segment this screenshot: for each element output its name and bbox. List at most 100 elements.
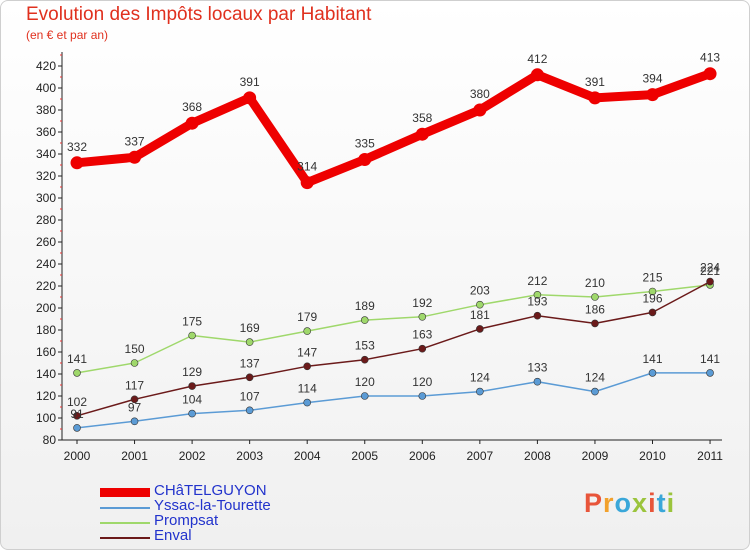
- data-point: [415, 127, 429, 141]
- data-point: [476, 387, 484, 396]
- data-label: 114: [298, 382, 317, 396]
- data-point: [418, 312, 427, 321]
- y-tick-label: 260: [36, 235, 56, 249]
- y-tick-label: 120: [36, 389, 56, 403]
- data-label: 394: [642, 72, 662, 86]
- x-tick-label: 2009: [582, 449, 609, 463]
- data-label: 120: [355, 375, 375, 389]
- y-tick-label: 320: [36, 169, 56, 183]
- data-label: 104: [182, 393, 202, 407]
- y-tick-label: 180: [36, 323, 56, 337]
- data-label: 124: [585, 371, 605, 385]
- data-point: [188, 331, 196, 340]
- data-label: 141: [67, 352, 87, 366]
- data-point: [476, 300, 484, 309]
- data-label: 141: [700, 352, 720, 366]
- data-label: 368: [182, 100, 202, 114]
- data-label: 97: [128, 400, 142, 414]
- x-tick-label: 2006: [409, 449, 436, 463]
- data-label: 391: [240, 75, 260, 89]
- y-tick-label: 340: [36, 147, 56, 161]
- y-tick-label: 300: [36, 191, 56, 205]
- data-point: [533, 311, 542, 320]
- data-label: 358: [412, 111, 432, 125]
- y-tick-label: 360: [36, 125, 56, 139]
- logo-letter: o: [614, 488, 633, 518]
- y-tick-label: 280: [36, 213, 56, 227]
- data-label: 193: [527, 295, 547, 309]
- data-point: [473, 103, 487, 117]
- data-label: 150: [125, 342, 145, 356]
- data-point: [591, 293, 599, 301]
- data-point: [533, 377, 542, 386]
- data-label: 212: [527, 274, 547, 288]
- data-label: 412: [527, 52, 547, 66]
- data-point: [591, 319, 599, 328]
- data-point: [70, 156, 84, 170]
- data-label: 332: [67, 140, 87, 154]
- y-tick-label: 160: [36, 345, 56, 359]
- data-label: 192: [412, 296, 432, 310]
- data-point: [130, 395, 139, 404]
- x-tick-label: 2008: [524, 449, 551, 463]
- data-label: 175: [182, 315, 202, 329]
- data-point: [128, 150, 142, 164]
- data-point: [303, 327, 312, 335]
- data-label: 210: [585, 276, 605, 290]
- series-line-ch-telguyon: [76, 69, 712, 188]
- data-point: [648, 308, 657, 317]
- data-point: [588, 91, 602, 105]
- data-label: 335: [355, 137, 375, 151]
- y-tick-label: 220: [36, 279, 56, 293]
- x-tick-label: 2005: [351, 449, 378, 463]
- legend-swatch: [100, 507, 150, 509]
- data-label: 224: [700, 261, 720, 275]
- data-label: 141: [642, 352, 662, 366]
- series-line-enval: [76, 280, 711, 417]
- legend-swatch: [100, 488, 150, 497]
- data-label: 107: [240, 389, 260, 403]
- y-tick-label: 380: [36, 103, 56, 117]
- data-point: [245, 338, 254, 346]
- data-label: 215: [642, 271, 662, 285]
- data-point: [360, 316, 369, 324]
- data-label: 153: [355, 339, 375, 353]
- data-label: 137: [240, 356, 260, 370]
- logo-letter: P: [584, 488, 604, 518]
- legend-label: Prompsat: [154, 512, 219, 529]
- data-label: 163: [412, 328, 432, 342]
- data-point: [360, 392, 369, 400]
- data-label: 196: [642, 291, 662, 305]
- data-point: [646, 88, 659, 102]
- data-point: [418, 392, 427, 400]
- y-tick-label: 420: [36, 59, 56, 73]
- data-label: 91: [70, 407, 84, 421]
- data-label: 314: [297, 160, 317, 174]
- x-tick-label: 2000: [64, 449, 91, 463]
- series-line-yssac-la-tourette: [76, 372, 711, 429]
- data-point: [73, 369, 81, 377]
- x-tick-label: 2001: [121, 449, 148, 463]
- legend-label: CHâTELGUYON: [154, 482, 267, 499]
- data-point: [358, 153, 372, 166]
- legend-label: Yssac-la-Tourette: [154, 497, 271, 514]
- legend-swatch: [100, 522, 150, 524]
- data-point: [706, 277, 714, 286]
- logo-letter: t: [656, 488, 667, 518]
- data-point: [648, 369, 657, 377]
- y-tick-label: 100: [36, 411, 56, 425]
- proxiti-logo: Proxiti: [584, 488, 675, 519]
- data-label: 221: [700, 264, 720, 278]
- data-point: [130, 359, 139, 367]
- data-point: [185, 116, 199, 130]
- logo-letter: x: [632, 488, 649, 518]
- data-label: 186: [585, 302, 605, 316]
- data-label: 337: [125, 134, 145, 148]
- data-point: [418, 344, 427, 353]
- x-tick-label: 2011: [697, 449, 723, 463]
- y-tick-label: 400: [36, 81, 56, 95]
- data-point: [303, 362, 312, 371]
- chart-title: Evolution des Impôts locaux par Habitant: [26, 4, 372, 25]
